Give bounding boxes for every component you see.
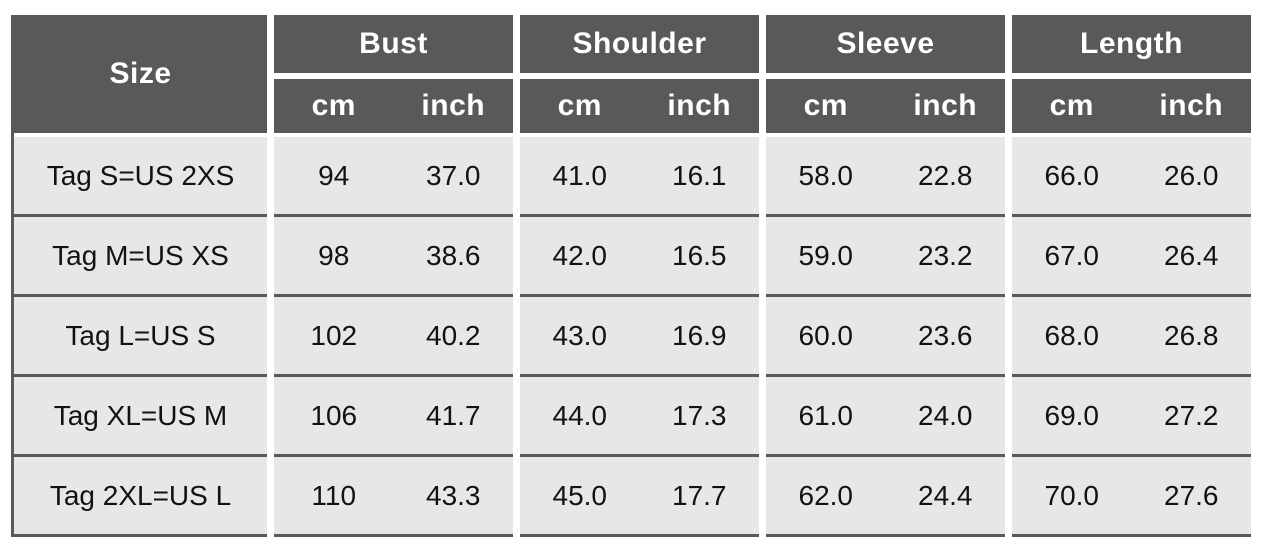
value-cell: 22.8 bbox=[918, 159, 973, 191]
column-group-shoulder: Shoulder cm inch bbox=[520, 15, 759, 133]
column-header-shoulder: Shoulder bbox=[520, 15, 759, 73]
measure-cell-sleeve: 60.0 23.6 bbox=[766, 297, 1005, 377]
value-cell: 61.0 bbox=[798, 399, 854, 431]
column-header-sleeve: Sleeve bbox=[766, 15, 1005, 73]
value-cell: 68.0 bbox=[1044, 319, 1100, 351]
value-cell: 98 bbox=[318, 239, 350, 271]
unit-header-cm: cm bbox=[557, 89, 602, 122]
value-cell: 23.2 bbox=[918, 239, 973, 271]
measure-cell-bust: 110 43.3 bbox=[274, 457, 513, 537]
value-cell: 41.0 bbox=[552, 159, 608, 191]
unit-header-row: cm inch bbox=[520, 79, 759, 133]
measure-cell-bust: 102 40.2 bbox=[274, 297, 513, 377]
measure-cell-sleeve: 61.0 24.0 bbox=[766, 377, 1005, 457]
measure-cell-shoulder: 42.0 16.5 bbox=[520, 217, 759, 297]
value-cell: 24.0 bbox=[918, 399, 973, 431]
unit-header-inch: inch bbox=[913, 89, 978, 122]
value-cell: 16.1 bbox=[672, 159, 727, 191]
unit-header-row: cm inch bbox=[1012, 79, 1251, 133]
value-cell: 44.0 bbox=[552, 399, 608, 431]
value-cell: 23.6 bbox=[918, 319, 973, 351]
column-group-sleeve: Sleeve cm inch bbox=[766, 15, 1005, 133]
column-group-bust: Bust cm inch bbox=[274, 15, 513, 133]
value-cell: 43.3 bbox=[426, 479, 481, 511]
table-row: Tag 2XL=US L 110 43.3 45.0 17.7 62.0 24.… bbox=[14, 457, 1251, 537]
measure-cell-sleeve: 62.0 24.4 bbox=[766, 457, 1005, 537]
value-cell: 37.0 bbox=[426, 159, 481, 191]
measure-cell-sleeve: 58.0 22.8 bbox=[766, 137, 1005, 217]
measure-cell-sleeve: 59.0 23.2 bbox=[766, 217, 1005, 297]
size-cell: Tag S=US 2XS bbox=[14, 137, 267, 217]
measure-cell-length: 68.0 26.8 bbox=[1012, 297, 1251, 377]
value-cell: 42.0 bbox=[552, 239, 608, 271]
unit-header-cm: cm bbox=[311, 89, 356, 122]
value-cell: 94 bbox=[318, 159, 350, 191]
value-cell: 16.5 bbox=[672, 239, 727, 271]
table-header: Size Bust cm inch Shoulder cm inch Sleev… bbox=[14, 15, 1251, 133]
unit-header-inch: inch bbox=[1159, 89, 1224, 122]
unit-header-inch: inch bbox=[421, 89, 486, 122]
measure-cell-shoulder: 45.0 17.7 bbox=[520, 457, 759, 537]
measure-cell-length: 70.0 27.6 bbox=[1012, 457, 1251, 537]
measure-cell-bust: 106 41.7 bbox=[274, 377, 513, 457]
measure-cell-length: 66.0 26.0 bbox=[1012, 137, 1251, 217]
size-cell: Tag XL=US M bbox=[14, 377, 267, 457]
value-cell: 69.0 bbox=[1044, 399, 1100, 431]
value-cell: 59.0 bbox=[798, 239, 854, 271]
size-cell: Tag 2XL=US L bbox=[14, 457, 267, 537]
value-cell: 43.0 bbox=[552, 319, 608, 351]
value-cell: 26.8 bbox=[1164, 319, 1219, 351]
table-row: Tag M=US XS 98 38.6 42.0 16.5 59.0 23.2 … bbox=[14, 217, 1251, 297]
value-cell: 27.2 bbox=[1164, 399, 1219, 431]
unit-header-cm: cm bbox=[1049, 89, 1094, 122]
value-cell: 67.0 bbox=[1044, 239, 1100, 271]
value-cell: 66.0 bbox=[1044, 159, 1100, 191]
table-body: Tag S=US 2XS 94 37.0 41.0 16.1 58.0 22.8… bbox=[14, 137, 1251, 537]
value-cell: 60.0 bbox=[798, 319, 854, 351]
size-cell: Tag M=US XS bbox=[14, 217, 267, 297]
value-cell: 24.4 bbox=[918, 479, 973, 511]
unit-header-cm: cm bbox=[803, 89, 848, 122]
column-group-length: Length cm inch bbox=[1012, 15, 1251, 133]
value-cell: 106 bbox=[310, 399, 358, 431]
measure-cell-shoulder: 44.0 17.3 bbox=[520, 377, 759, 457]
measure-cell-bust: 98 38.6 bbox=[274, 217, 513, 297]
measure-cell-shoulder: 41.0 16.1 bbox=[520, 137, 759, 217]
value-cell: 17.3 bbox=[672, 399, 727, 431]
table-row: Tag XL=US M 106 41.7 44.0 17.3 61.0 24.0… bbox=[14, 377, 1251, 457]
table-row: Tag S=US 2XS 94 37.0 41.0 16.1 58.0 22.8… bbox=[14, 137, 1251, 217]
column-header-length: Length bbox=[1012, 15, 1251, 73]
measure-cell-shoulder: 43.0 16.9 bbox=[520, 297, 759, 377]
table-row: Tag L=US S 102 40.2 43.0 16.9 60.0 23.6 … bbox=[14, 297, 1251, 377]
value-cell: 62.0 bbox=[798, 479, 854, 511]
value-cell: 38.6 bbox=[426, 239, 481, 271]
value-cell: 70.0 bbox=[1044, 479, 1100, 511]
value-cell: 110 bbox=[311, 479, 357, 511]
measure-cell-length: 67.0 26.4 bbox=[1012, 217, 1251, 297]
value-cell: 58.0 bbox=[798, 159, 854, 191]
value-cell: 16.9 bbox=[672, 319, 727, 351]
measure-cell-length: 69.0 27.2 bbox=[1012, 377, 1251, 457]
column-header-bust: Bust bbox=[274, 15, 513, 73]
value-cell: 40.2 bbox=[426, 319, 481, 351]
value-cell: 26.0 bbox=[1164, 159, 1219, 191]
size-chart-table: Size Bust cm inch Shoulder cm inch Sleev… bbox=[11, 15, 1251, 537]
value-cell: 102 bbox=[310, 319, 358, 351]
measure-cell-bust: 94 37.0 bbox=[274, 137, 513, 217]
value-cell: 26.4 bbox=[1164, 239, 1219, 271]
unit-header-inch: inch bbox=[667, 89, 732, 122]
value-cell: 27.6 bbox=[1164, 479, 1219, 511]
unit-header-row: cm inch bbox=[766, 79, 1005, 133]
unit-header-row: cm inch bbox=[274, 79, 513, 133]
value-cell: 17.7 bbox=[672, 479, 727, 511]
column-header-size: Size bbox=[14, 15, 267, 133]
size-cell: Tag L=US S bbox=[14, 297, 267, 377]
value-cell: 45.0 bbox=[552, 479, 608, 511]
value-cell: 41.7 bbox=[426, 399, 481, 431]
